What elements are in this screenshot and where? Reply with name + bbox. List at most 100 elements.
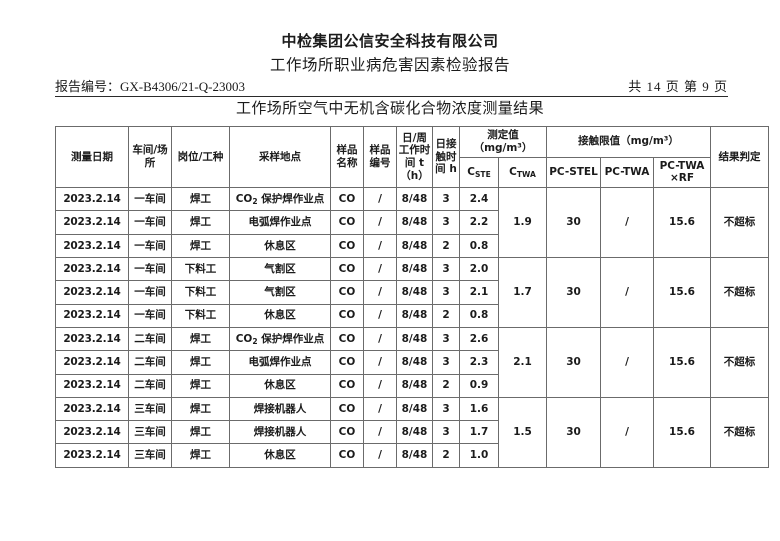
cell-post: 焊工 [171,373,230,398]
table-row: 2023.2.14 一车间 焊工 电弧焊作业点 CO/8/48 3 2.2 [55,210,769,235]
th-measure-date: 测量日期 [55,125,129,189]
cell-sampling-site: 休息区 [229,233,331,259]
cell-sample-name: CO [330,303,364,328]
cell-post: 下料工 [171,303,230,328]
cell-c-ste: 1.0 [459,443,499,468]
cell-work-time: 8/48 [396,443,433,468]
cell-result: 不超标 [710,187,770,259]
cell-sample-name: CO [330,326,364,352]
cell-post: 焊工 [171,187,230,212]
cell-workshop: 二车间 [128,373,172,398]
th-c-ste: CSTE [459,156,499,189]
cell-daily-exposure: 2 [432,443,460,468]
cell-post: 焊工 [171,233,230,259]
table-row: 2023.2.14 一车间 下料工 休息区 CO/8/48 2 0.8 [55,303,769,328]
sampling-site-subscript: 2 [252,336,258,346]
cell-sample-no: / [363,373,397,398]
cell-work-time: 8/48 [396,303,433,328]
table-row: 2023.2.14 二车间 焊工 CO2 保护焊作业点 CO/8/48 3 2.6 2.1 30… [55,326,770,398]
report-number-value: GX-B4306/21-Q-23003 [120,79,245,94]
cell-work-time: 8/48 [396,280,433,305]
cell-post: 焊工 [171,326,230,352]
cell-sample-name: CO [330,396,364,422]
company-name: 中检集团公信安全科技有限公司 [281,32,499,50]
cell-sampling-site: 电弧焊作业点 [229,210,331,235]
table-row: 2023.2.14 三车间 焊工 焊接机器人 CO/8/48 3 1.7 [55,420,769,445]
cell-workshop: 一车间 [128,303,172,328]
th-c-twa-main: C [509,165,517,178]
page-number: 共 14 页 第 9 页 [628,79,728,94]
cell-sampling-site: CO2 保护焊作业点 [229,326,331,352]
cell-result: 不超标 [710,326,770,398]
th-sample-name: 样品名称 [330,125,364,189]
report-meta-row: 报告编号：GX-B4306/21-Q-23003 共 14 页 第 9 页 [55,76,728,97]
cell-pc-twa-rf: 15.6 [652,187,712,259]
cell-workshop: 一车间 [128,257,172,282]
cell-daily-exposure: 3 [432,280,460,305]
cell-measure-date: 2023.2.14 [55,257,129,282]
cell-workshop: 三车间 [128,396,172,422]
cell-measure-date: 2023.2.14 [55,373,129,398]
th-c-twa-sub: TWA [516,169,536,179]
cell-sampling-site: 气割区 [229,280,331,305]
cell-pc-twa: / [600,396,654,468]
cell-measure-date: 2023.2.14 [55,187,129,212]
cell-workshop: 一车间 [128,187,172,212]
cell-sample-name: CO [330,210,364,235]
cell-pc-stel: 30 [546,326,601,398]
cell-daily-exposure: 3 [432,257,460,282]
cell-work-time: 8/48 [396,396,433,422]
sampling-site-subscript: 2 [252,196,258,206]
cell-sample-no: / [363,396,397,422]
cell-post: 下料工 [171,257,230,282]
cell-daily-exposure: 2 [432,233,460,259]
cell-post: 焊工 [171,396,230,422]
table-row: 2023.2.14 一车间 焊工 CO2 保护焊作业点 CO/8/48 3 2.4 1.9 30… [55,187,770,259]
cell-daily-exposure: 2 [432,373,460,398]
cell-workshop: 二车间 [128,350,172,375]
cell-sample-no: / [363,443,397,468]
cell-daily-exposure: 3 [432,350,460,375]
cell-c-twa: 1.9 [498,187,547,259]
cell-post: 焊工 [171,350,230,375]
cell-measure-date: 2023.2.14 [55,303,129,328]
cell-result: 不超标 [710,396,770,468]
cell-pc-stel: 30 [546,187,601,259]
cell-sampling-site: 电弧焊作业点 [229,350,331,375]
table-header: 测量日期 车间/场所 岗位/工种 采样地点 样品名称 样品编号 日/周工作时间 … [55,125,770,189]
cell-measure-date: 2023.2.14 [55,420,129,445]
cell-work-time: 8/48 [396,350,433,375]
measurement-table-title: 工作场所空气中无机含碳化合物浓度测量结果 [235,101,544,117]
cell-pc-twa-rf: 15.6 [652,257,712,328]
cell-c-twa: 2.1 [498,326,547,398]
cell-workshop: 一车间 [128,233,172,259]
cell-sample-no: / [363,210,397,235]
cell-work-time: 8/48 [396,373,433,398]
cell-sampling-site: 气割区 [229,257,331,282]
cell-sample-no: / [363,257,397,282]
report-title: 工作场所职业病危害因素检验报告 [269,57,510,74]
cell-sample-no: / [363,233,397,259]
th-pc-twa-rf-line2: ×RF [669,172,695,185]
table-row: 2023.2.14 三车间 焊工 休息区 CO/8/48 2 1.0 [55,443,769,468]
cell-sample-name: CO [330,443,364,468]
table-row: 2023.2.14 一车间 下料工 气割区 CO/8/48 3 2.1 [55,280,769,305]
cell-sample-name: CO [330,373,364,398]
cell-daily-exposure: 3 [432,420,460,445]
cell-sample-name: CO [330,233,364,259]
cell-measure-date: 2023.2.14 [55,396,129,422]
cell-work-time: 8/48 [396,233,433,259]
cell-measure-date: 2023.2.14 [55,233,129,259]
cell-work-time: 8/48 [396,326,433,352]
cell-post: 焊工 [171,443,230,468]
cell-work-time: 8/48 [396,187,433,212]
cell-pc-stel: 30 [546,396,601,468]
cell-workshop: 二车间 [128,326,172,352]
cell-daily-exposure: 3 [432,187,460,212]
cell-sample-no: / [363,187,397,212]
cell-work-time: 8/48 [396,210,433,235]
cell-pc-twa: / [600,187,654,259]
cell-measure-date: 2023.2.14 [55,443,129,468]
cell-pc-twa: / [600,257,654,328]
